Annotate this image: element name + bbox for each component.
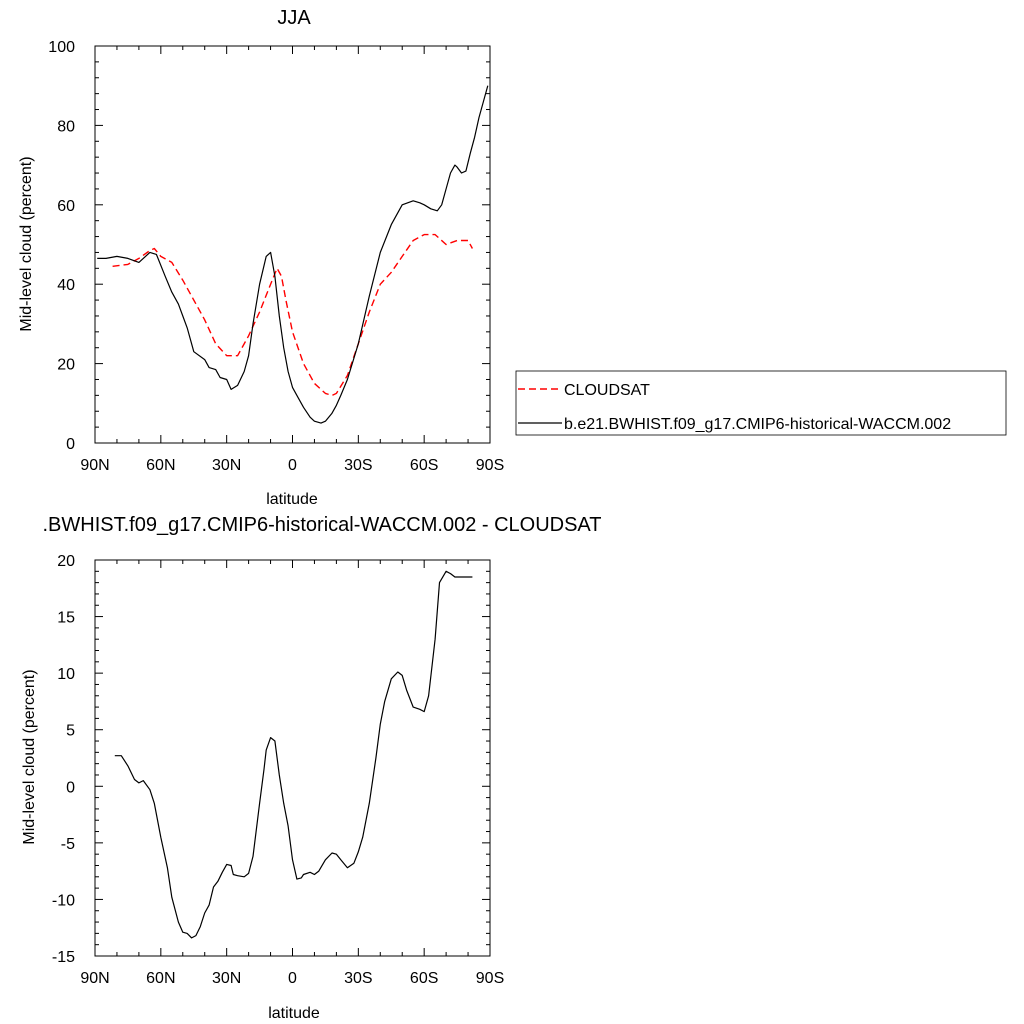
- legend: CLOUDSAT b.e21.BWHIST.f09_g17.CMIP6-hist…: [515, 370, 1007, 436]
- y-tick-label: 40: [57, 277, 75, 294]
- x-axis-label: latitude: [268, 1005, 320, 1022]
- series-line-b-e21-bwhist-f09-g17-cmip6-historical-waccm-002: [97, 85, 489, 424]
- x-tick-label: 60S: [410, 970, 438, 987]
- y-tick-label: 0: [66, 779, 75, 796]
- x-tick-labels: 90N 60N 30N 0 30S 60S 90S: [80, 970, 504, 987]
- legend-label-model: b.e21.BWHIST.f09_g17.CMIP6-historical-WA…: [564, 416, 951, 433]
- legend-label-cloudsat: CLOUDSAT: [564, 382, 650, 399]
- x-tick-label: 30S: [344, 457, 372, 474]
- x-tick-label: 60N: [146, 970, 175, 987]
- series-layer: [97, 85, 489, 424]
- panel-top-line-chart: JJA 0 20 40 60 80 100 90N 60N 30N 0 30S 60S 90S lat…: [18, 7, 1007, 508]
- y-tick-label: 100: [48, 39, 75, 56]
- y-tick-label: -15: [52, 949, 75, 966]
- x-tick-label: 90N: [80, 970, 109, 987]
- y-tick-label: 80: [57, 118, 75, 135]
- x-tick-label: 30N: [212, 457, 241, 474]
- y-tick-label: -5: [61, 836, 75, 853]
- x-tick-label: 60N: [146, 457, 175, 474]
- x-tick-label: 0: [288, 970, 297, 987]
- y-tick-label: 20: [57, 357, 75, 374]
- x-tick-label: 0: [288, 457, 297, 474]
- chart-title: .BWHIST.f09_g17.CMIP6-historical-WACCM.0…: [42, 514, 601, 536]
- y-tick-labels: -15 -10 -5 0 5 10 15 20: [52, 553, 75, 966]
- legend-box: [515, 370, 1007, 436]
- series-line-difference: [114, 570, 473, 939]
- plot-frame: [94, 45, 491, 444]
- series-line-cloudsat: [112, 233, 474, 397]
- y-tick-labels: 0 20 40 60 80 100: [48, 39, 75, 453]
- axis-ticks: [94, 45, 491, 444]
- y-tick-label: 0: [66, 436, 75, 453]
- plot-frame: [94, 559, 491, 957]
- chart-title: JJA: [277, 7, 311, 29]
- x-axis-label: latitude: [266, 491, 318, 508]
- y-tick-label: -10: [52, 892, 75, 909]
- y-tick-label: 60: [57, 198, 75, 215]
- x-tick-label: 90N: [80, 457, 109, 474]
- x-tick-label: 60S: [410, 457, 438, 474]
- y-tick-label: 5: [66, 723, 75, 740]
- panel-bottom-difference-chart: .BWHIST.f09_g17.CMIP6-historical-WACCM.0…: [21, 514, 602, 1022]
- y-axis-label: Mid-level cloud (percent): [21, 669, 38, 844]
- x-tick-label: 90S: [476, 457, 504, 474]
- series-layer: [114, 570, 473, 939]
- y-tick-label: 20: [57, 553, 75, 570]
- y-tick-label: 10: [57, 666, 75, 683]
- axis-ticks: [94, 559, 491, 957]
- x-tick-label: 30S: [344, 970, 372, 987]
- y-axis-label: Mid-level cloud (percent): [18, 156, 35, 331]
- x-tick-label: 90S: [476, 970, 504, 987]
- y-tick-label: 15: [57, 610, 75, 627]
- x-tick-labels: 90N 60N 30N 0 30S 60S 90S: [80, 457, 504, 474]
- x-tick-label: 30N: [212, 970, 241, 987]
